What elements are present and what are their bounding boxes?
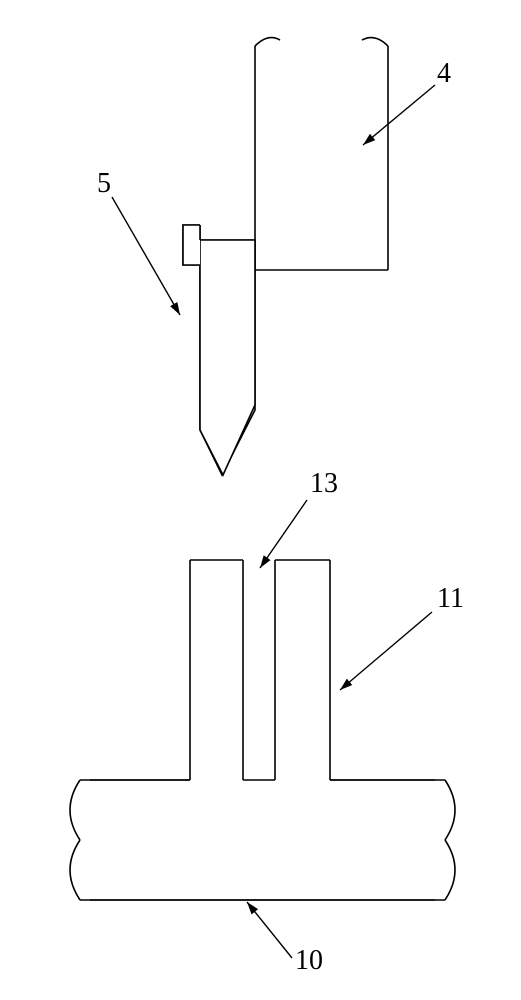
leader-11 bbox=[340, 612, 432, 690]
part-10-base bbox=[68, 780, 445, 900]
leaders bbox=[112, 85, 435, 958]
label-11: 11 bbox=[437, 583, 464, 615]
label-10: 10 bbox=[295, 945, 323, 977]
leader-13 bbox=[260, 500, 307, 568]
leader-5 bbox=[112, 197, 180, 315]
base-break-right bbox=[435, 770, 485, 910]
leader-10 bbox=[247, 902, 292, 958]
label-13: 13 bbox=[310, 468, 338, 500]
base-break-left bbox=[45, 770, 90, 910]
figure: 4 5 13 11 10 bbox=[0, 0, 521, 1000]
label-4: 4 bbox=[437, 58, 451, 90]
part-4-upper-block bbox=[255, 38, 388, 270]
part-5-tool-clean bbox=[183, 225, 255, 475]
diagram-svg bbox=[0, 0, 521, 1000]
base-edges-redraw bbox=[80, 780, 445, 900]
leader-4 bbox=[363, 85, 435, 145]
parts-11-posts bbox=[190, 560, 330, 780]
label-5: 5 bbox=[97, 168, 111, 200]
